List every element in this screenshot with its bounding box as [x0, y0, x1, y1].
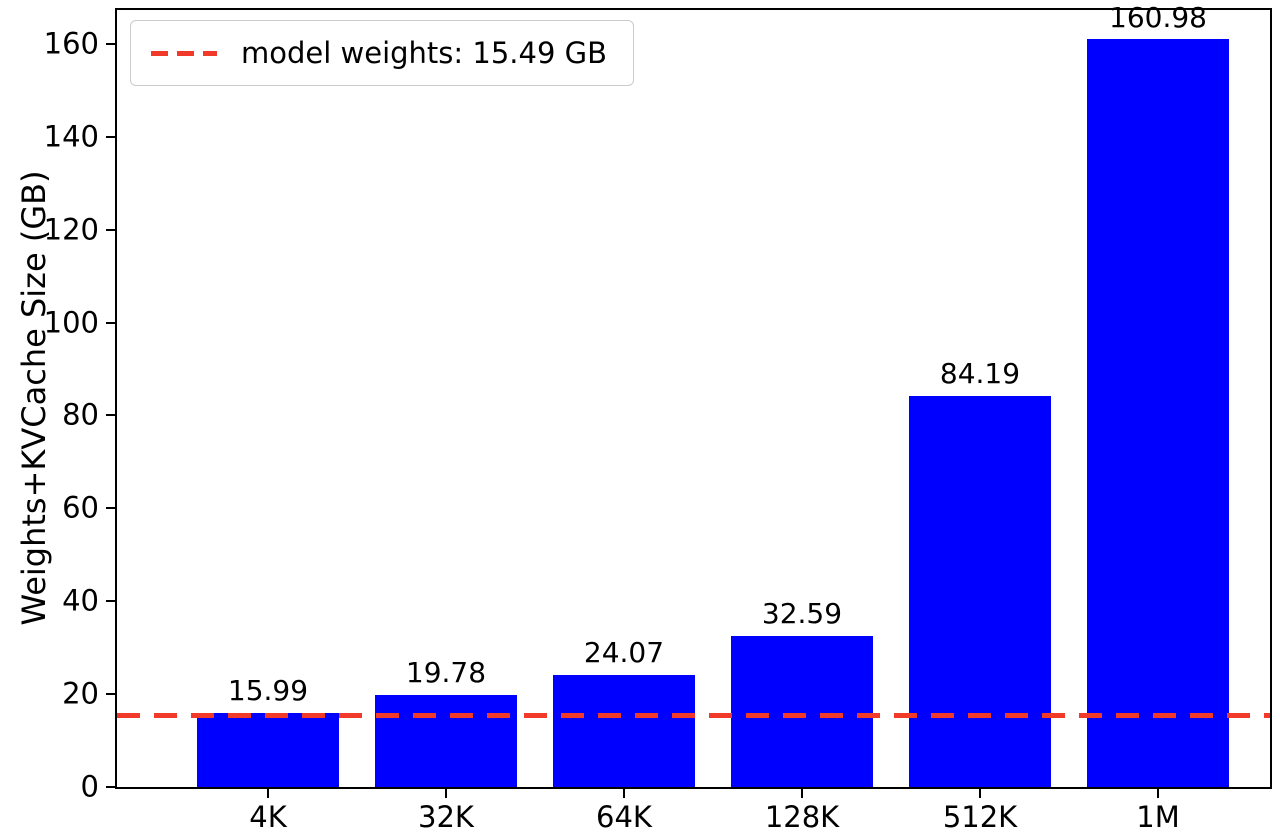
- bar: [197, 712, 339, 787]
- x-tick-label: 1M: [1136, 800, 1180, 834]
- x-tick-mark: [623, 789, 625, 798]
- bar-value-label: 19.78: [405, 656, 487, 690]
- dashed-line-icon: [151, 50, 217, 56]
- y-tick-label: 140: [43, 119, 99, 154]
- y-tick-label: 60: [62, 490, 99, 525]
- x-tick-label: 4K: [249, 800, 287, 834]
- x-tick-mark: [445, 789, 447, 798]
- bar: [1087, 39, 1229, 787]
- y-tick-mark: [106, 42, 115, 45]
- y-tick-mark: [106, 600, 115, 603]
- bar-value-label: 24.07: [583, 636, 665, 670]
- y-tick-label: 0: [80, 769, 99, 804]
- x-tick-mark: [267, 789, 269, 798]
- bar: [375, 695, 517, 787]
- y-tick-mark: [106, 414, 115, 417]
- x-tick-label: 64K: [596, 800, 652, 834]
- bar-value-label: 160.98: [1109, 0, 1207, 34]
- bar: [909, 396, 1051, 787]
- x-tick-label: 128K: [764, 800, 840, 834]
- x-tick-label: 32K: [418, 800, 474, 834]
- y-tick-label: 120: [43, 212, 99, 247]
- y-tick-label: 100: [43, 305, 99, 340]
- y-tick-mark: [106, 786, 115, 788]
- x-tick-label: 512K: [942, 800, 1018, 834]
- y-tick-mark: [106, 135, 115, 138]
- x-tick-mark: [979, 789, 981, 798]
- y-tick-mark: [106, 228, 115, 231]
- bar-value-label: 84.19: [939, 357, 1021, 391]
- y-tick-label: 40: [62, 583, 99, 618]
- model-weights-reference-line: [117, 712, 1270, 718]
- bar-value-label: 15.99: [227, 673, 309, 707]
- bar: [553, 675, 695, 787]
- legend-label: model weights: 15.49 GB: [241, 36, 607, 70]
- bar: [731, 635, 873, 787]
- y-tick-label: 160: [43, 26, 99, 61]
- y-tick-mark: [106, 321, 115, 324]
- plot-area: 15.99 19.78 24.07 32.59 84.19 160.98 model we…: [115, 2, 1272, 789]
- y-tick-mark: [106, 693, 115, 696]
- bar-value-label: 32.59: [761, 596, 843, 630]
- legend: model weights: 15.49 GB: [130, 20, 634, 86]
- y-tick-mark: [106, 507, 115, 510]
- x-tick-mark: [801, 789, 803, 798]
- y-tick-label: 80: [62, 397, 99, 432]
- x-tick-mark: [1157, 789, 1159, 798]
- y-tick-label: 20: [62, 676, 99, 711]
